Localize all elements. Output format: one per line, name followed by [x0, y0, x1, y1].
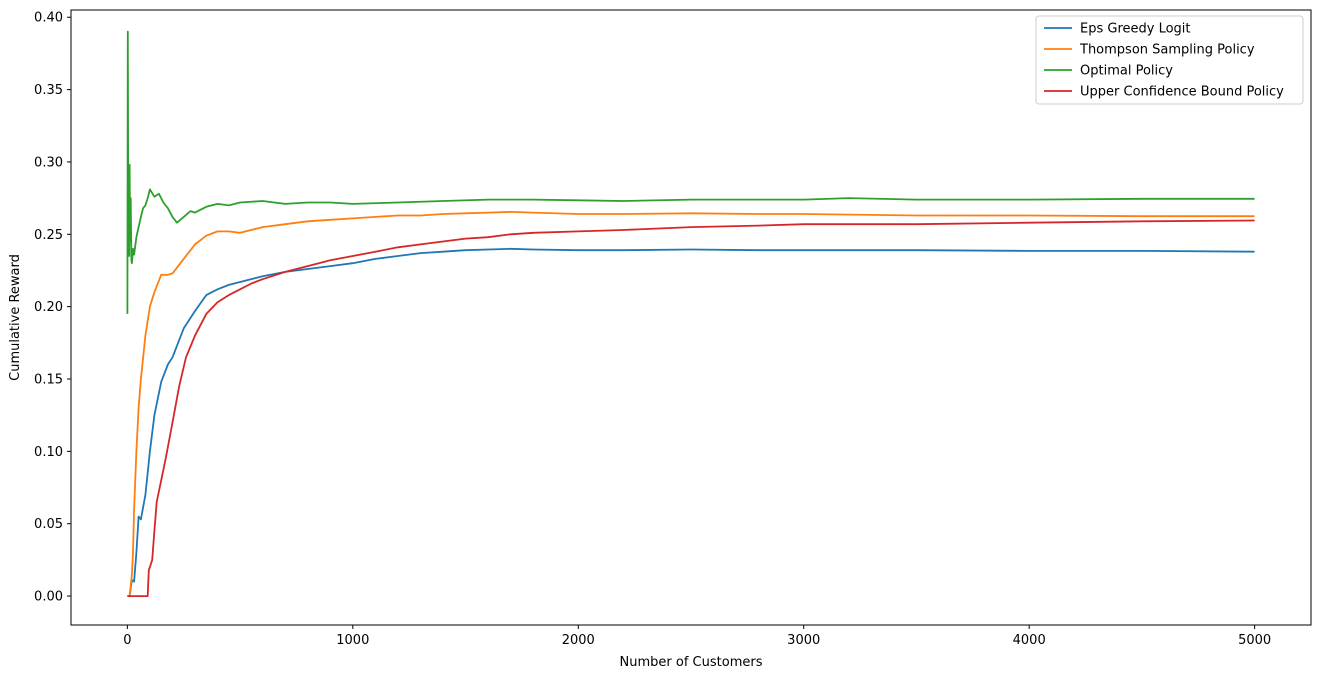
y-tick-label: 0.40: [34, 11, 63, 26]
x-tick-label: 1000: [336, 633, 369, 648]
y-tick-label: 0.10: [34, 445, 63, 460]
y-tick-label: 0.25: [34, 228, 63, 243]
legend-label: Eps Greedy Logit: [1080, 22, 1191, 37]
series-line-upper-confidence-bound-policy: [127, 219, 1255, 597]
x-tick-label: 3000: [787, 633, 820, 648]
x-tick-label: 4000: [1013, 633, 1046, 648]
y-axis-label: Cumulative Reward: [8, 254, 23, 381]
y-tick-label: 0.30: [34, 155, 63, 170]
plot-frame: [70, 9, 1312, 626]
legend-box: [1035, 15, 1304, 105]
legend-label: Optimal Policy: [1080, 64, 1173, 79]
x-axis-label: Number of Customers: [620, 655, 763, 670]
x-axis: 0 1000 2000 3000 4000 5000: [123, 625, 1271, 648]
series-line-thompson-sampling-policy: [127, 210, 1255, 597]
y-axis: 0.00 0.05 0.10 0.15 0.20 0.25 0.30 0.35 0.40: [34, 11, 71, 605]
legend: Eps Greedy Logit Thompson Sampling Policy…: [1035, 15, 1304, 105]
x-tick-label: 0: [123, 633, 131, 648]
y-tick-label: 0.00: [34, 590, 63, 605]
x-tick-label: 2000: [562, 633, 595, 648]
y-tick-label: 0.15: [34, 373, 63, 388]
legend-label: Thompson Sampling Policy: [1079, 43, 1255, 58]
y-tick-label: 0.20: [34, 300, 63, 315]
plot-lines: [126, 30, 1255, 597]
series-line-optimal-policy: [126, 30, 1255, 314]
y-tick-label: 0.35: [34, 83, 63, 98]
legend-label: Upper Confidence Bound Policy: [1080, 85, 1284, 100]
y-tick-label: 0.05: [34, 517, 63, 532]
x-tick-label: 5000: [1238, 633, 1271, 648]
